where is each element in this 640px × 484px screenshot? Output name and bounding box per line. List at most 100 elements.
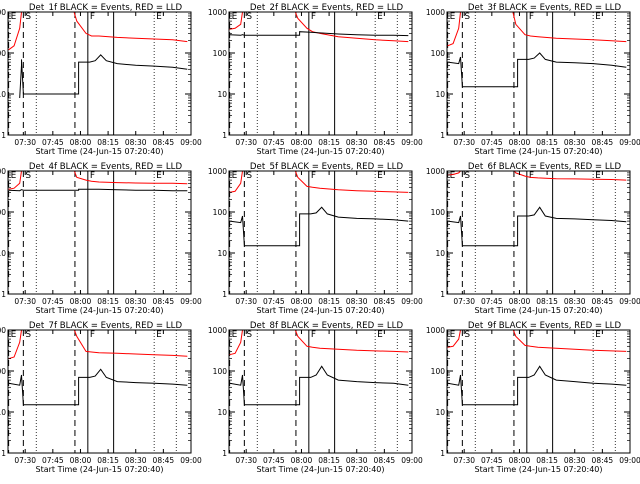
x-tick-label: 08:45	[592, 138, 614, 147]
plot-frame	[446, 170, 631, 295]
chart-title: Det_8f BLACK = Events, RED = LLD	[250, 321, 404, 331]
chart-title: Det_6f BLACK = Events, RED = LLD	[468, 162, 622, 172]
x-axis-label: Start Time (24-Jun-15 07:20:40)	[36, 306, 164, 315]
series-line-lld	[447, 171, 627, 181]
x-tick-label: 07:45	[42, 138, 64, 147]
chart-title: Det_5f BLACK = Events, RED = LLD	[250, 162, 404, 172]
event-marker-label: E	[11, 12, 17, 22]
series-line-events	[19, 54, 188, 99]
x-tick-label: 07:45	[481, 138, 503, 147]
x-axis-label: Start Time (24-Jun-15 07:20:40)	[257, 465, 385, 474]
y-tick-label: 10	[217, 408, 227, 417]
y-tick-label: 100	[213, 49, 228, 58]
x-tick-label: 09:00	[180, 456, 202, 465]
event-marker-label: E	[156, 330, 162, 340]
x-tick-label: 08:45	[153, 138, 175, 147]
x-tick-label: 07:30	[453, 456, 475, 465]
series-line-lld	[8, 330, 188, 360]
series-group	[8, 330, 188, 406]
x-tick-label: 08:00	[509, 297, 531, 306]
x-axis-label: Start Time (24-Jun-15 07:20:40)	[475, 465, 603, 474]
x-tick-label: 07:45	[263, 297, 285, 306]
x-tick-label: 07:30	[453, 138, 475, 147]
event-marker-label: S	[246, 171, 252, 181]
x-tick-label: 08:30	[125, 138, 147, 147]
series-line-events	[447, 206, 627, 247]
event-marker-label: E	[232, 330, 238, 340]
event-marker-label: E	[450, 12, 456, 22]
event-marker-label: E	[377, 12, 383, 22]
x-tick-label: 09:00	[619, 456, 640, 465]
chart-title: Det_7f BLACK = Events, RED = LLD	[29, 321, 183, 331]
plot-frame	[228, 170, 413, 295]
y-tick-label: 1	[222, 131, 227, 140]
x-axis-label: Start Time (24-Jun-15 07:20:40)	[475, 147, 603, 156]
y-tick-label: 1	[222, 449, 227, 458]
x-tick-label: 08:45	[153, 297, 175, 306]
x-tick-label: 08:00	[291, 297, 313, 306]
x-tick-label: 08:30	[346, 138, 368, 147]
x-tick-label: 09:00	[180, 138, 202, 147]
series-line-events	[447, 52, 627, 88]
event-marker-label: E	[450, 171, 456, 181]
x-tick-label: 07:30	[14, 297, 36, 306]
x-tick-label: 07:45	[263, 138, 285, 147]
series-line-events	[8, 188, 188, 192]
y-tick-label: 1000	[0, 8, 6, 17]
x-tick-label: 08:15	[536, 456, 558, 465]
event-marker-label: E	[377, 171, 383, 181]
y-tick-label: 1	[1, 290, 6, 299]
event-marker-label: F	[90, 12, 95, 22]
x-tick-label: 08:15	[318, 297, 340, 306]
x-axis-label: Start Time (24-Jun-15 07:20:40)	[475, 306, 603, 315]
chart-title: Det_3f BLACK = Events, RED = LLD	[468, 3, 622, 13]
x-tick-label: 07:30	[235, 456, 257, 465]
series-line-lld	[8, 12, 188, 51]
event-marker-label: E	[156, 171, 162, 181]
event-marker-label: S	[246, 12, 252, 22]
y-tick-label: 1000	[208, 326, 227, 335]
x-tick-label: 07:45	[481, 297, 503, 306]
x-tick-label: 08:00	[70, 456, 92, 465]
y-tick-label: 1	[1, 131, 6, 140]
chart-title: Det_9f BLACK = Events, RED = LLD	[468, 321, 622, 331]
event-marker-label: E	[156, 12, 162, 22]
series-line-events	[229, 31, 409, 37]
y-tick-label: 10	[217, 90, 227, 99]
event-marker-label: F	[311, 12, 316, 22]
x-tick-label: 07:30	[14, 138, 36, 147]
series-line-events	[447, 365, 627, 406]
x-tick-label: 09:00	[619, 138, 640, 147]
y-tick-label: 100	[0, 49, 6, 58]
x-tick-label: 09:00	[401, 297, 423, 306]
x-tick-label: 07:45	[481, 456, 503, 465]
event-marker-label: S	[25, 12, 31, 22]
x-tick-label: 08:30	[346, 297, 368, 306]
x-tick-label: 08:30	[564, 456, 586, 465]
x-tick-label: 08:30	[564, 297, 586, 306]
x-tick-label: 07:45	[42, 456, 64, 465]
event-marker-label: S	[464, 330, 470, 340]
chart-title: Det_4f BLACK = Events, RED = LLD	[29, 162, 183, 172]
y-tick-label: 1000	[426, 167, 445, 176]
series-group	[447, 330, 627, 406]
x-axis-label: Start Time (24-Jun-15 07:20:40)	[257, 147, 385, 156]
y-tick-label: 1000	[0, 167, 6, 176]
event-marker-label: E	[595, 330, 601, 340]
x-tick-label: 08:15	[536, 297, 558, 306]
y-tick-label: 10	[0, 249, 6, 258]
x-tick-label: 09:00	[619, 297, 640, 306]
y-tick-label: 1	[1, 449, 6, 458]
y-tick-label: 10	[435, 90, 445, 99]
y-tick-label: 100	[431, 49, 446, 58]
x-axis-label: Start Time (24-Jun-15 07:20:40)	[36, 147, 164, 156]
y-tick-label: 1	[440, 290, 445, 299]
y-tick-label: 100	[213, 208, 228, 217]
event-marker-label: E	[11, 171, 17, 181]
